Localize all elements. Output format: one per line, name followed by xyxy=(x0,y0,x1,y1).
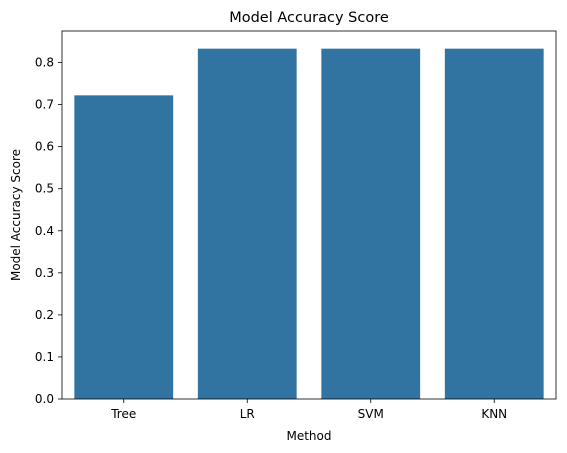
y-axis-label: Model Accuracy Score xyxy=(9,149,23,281)
y-tick-label: 0.4 xyxy=(35,224,54,238)
y-axis: 0.0 0.1 0.2 0.3 0.4 0.5 0.6 0.7 0.8 xyxy=(35,56,62,406)
plot-frame xyxy=(61,30,557,400)
y-tick-label: 0.5 xyxy=(35,182,54,196)
x-tick-label: Tree xyxy=(110,407,136,421)
y-tick-label: 0.2 xyxy=(35,308,54,322)
bar-lr xyxy=(197,48,297,399)
y-tick-label: 0.6 xyxy=(35,140,54,154)
bars-group xyxy=(74,48,544,400)
y-tick-label: 0.0 xyxy=(35,392,54,406)
y-tick-label: 0.8 xyxy=(35,56,54,70)
y-tick-label: 0.1 xyxy=(35,350,54,364)
bar-knn xyxy=(444,48,544,399)
x-axis: Tree LR SVM KNN xyxy=(110,399,507,421)
y-tick-label: 0.3 xyxy=(35,266,54,280)
x-axis-label: Method xyxy=(286,429,331,443)
x-tick-label: KNN xyxy=(481,407,507,421)
y-tick-label: 0.7 xyxy=(35,98,54,112)
bar-tree xyxy=(74,95,174,400)
bar-svm xyxy=(321,48,421,399)
x-tick-label: LR xyxy=(240,407,255,421)
chart-title: Model Accuracy Score xyxy=(229,10,389,26)
x-tick-label: SVM xyxy=(358,407,384,421)
